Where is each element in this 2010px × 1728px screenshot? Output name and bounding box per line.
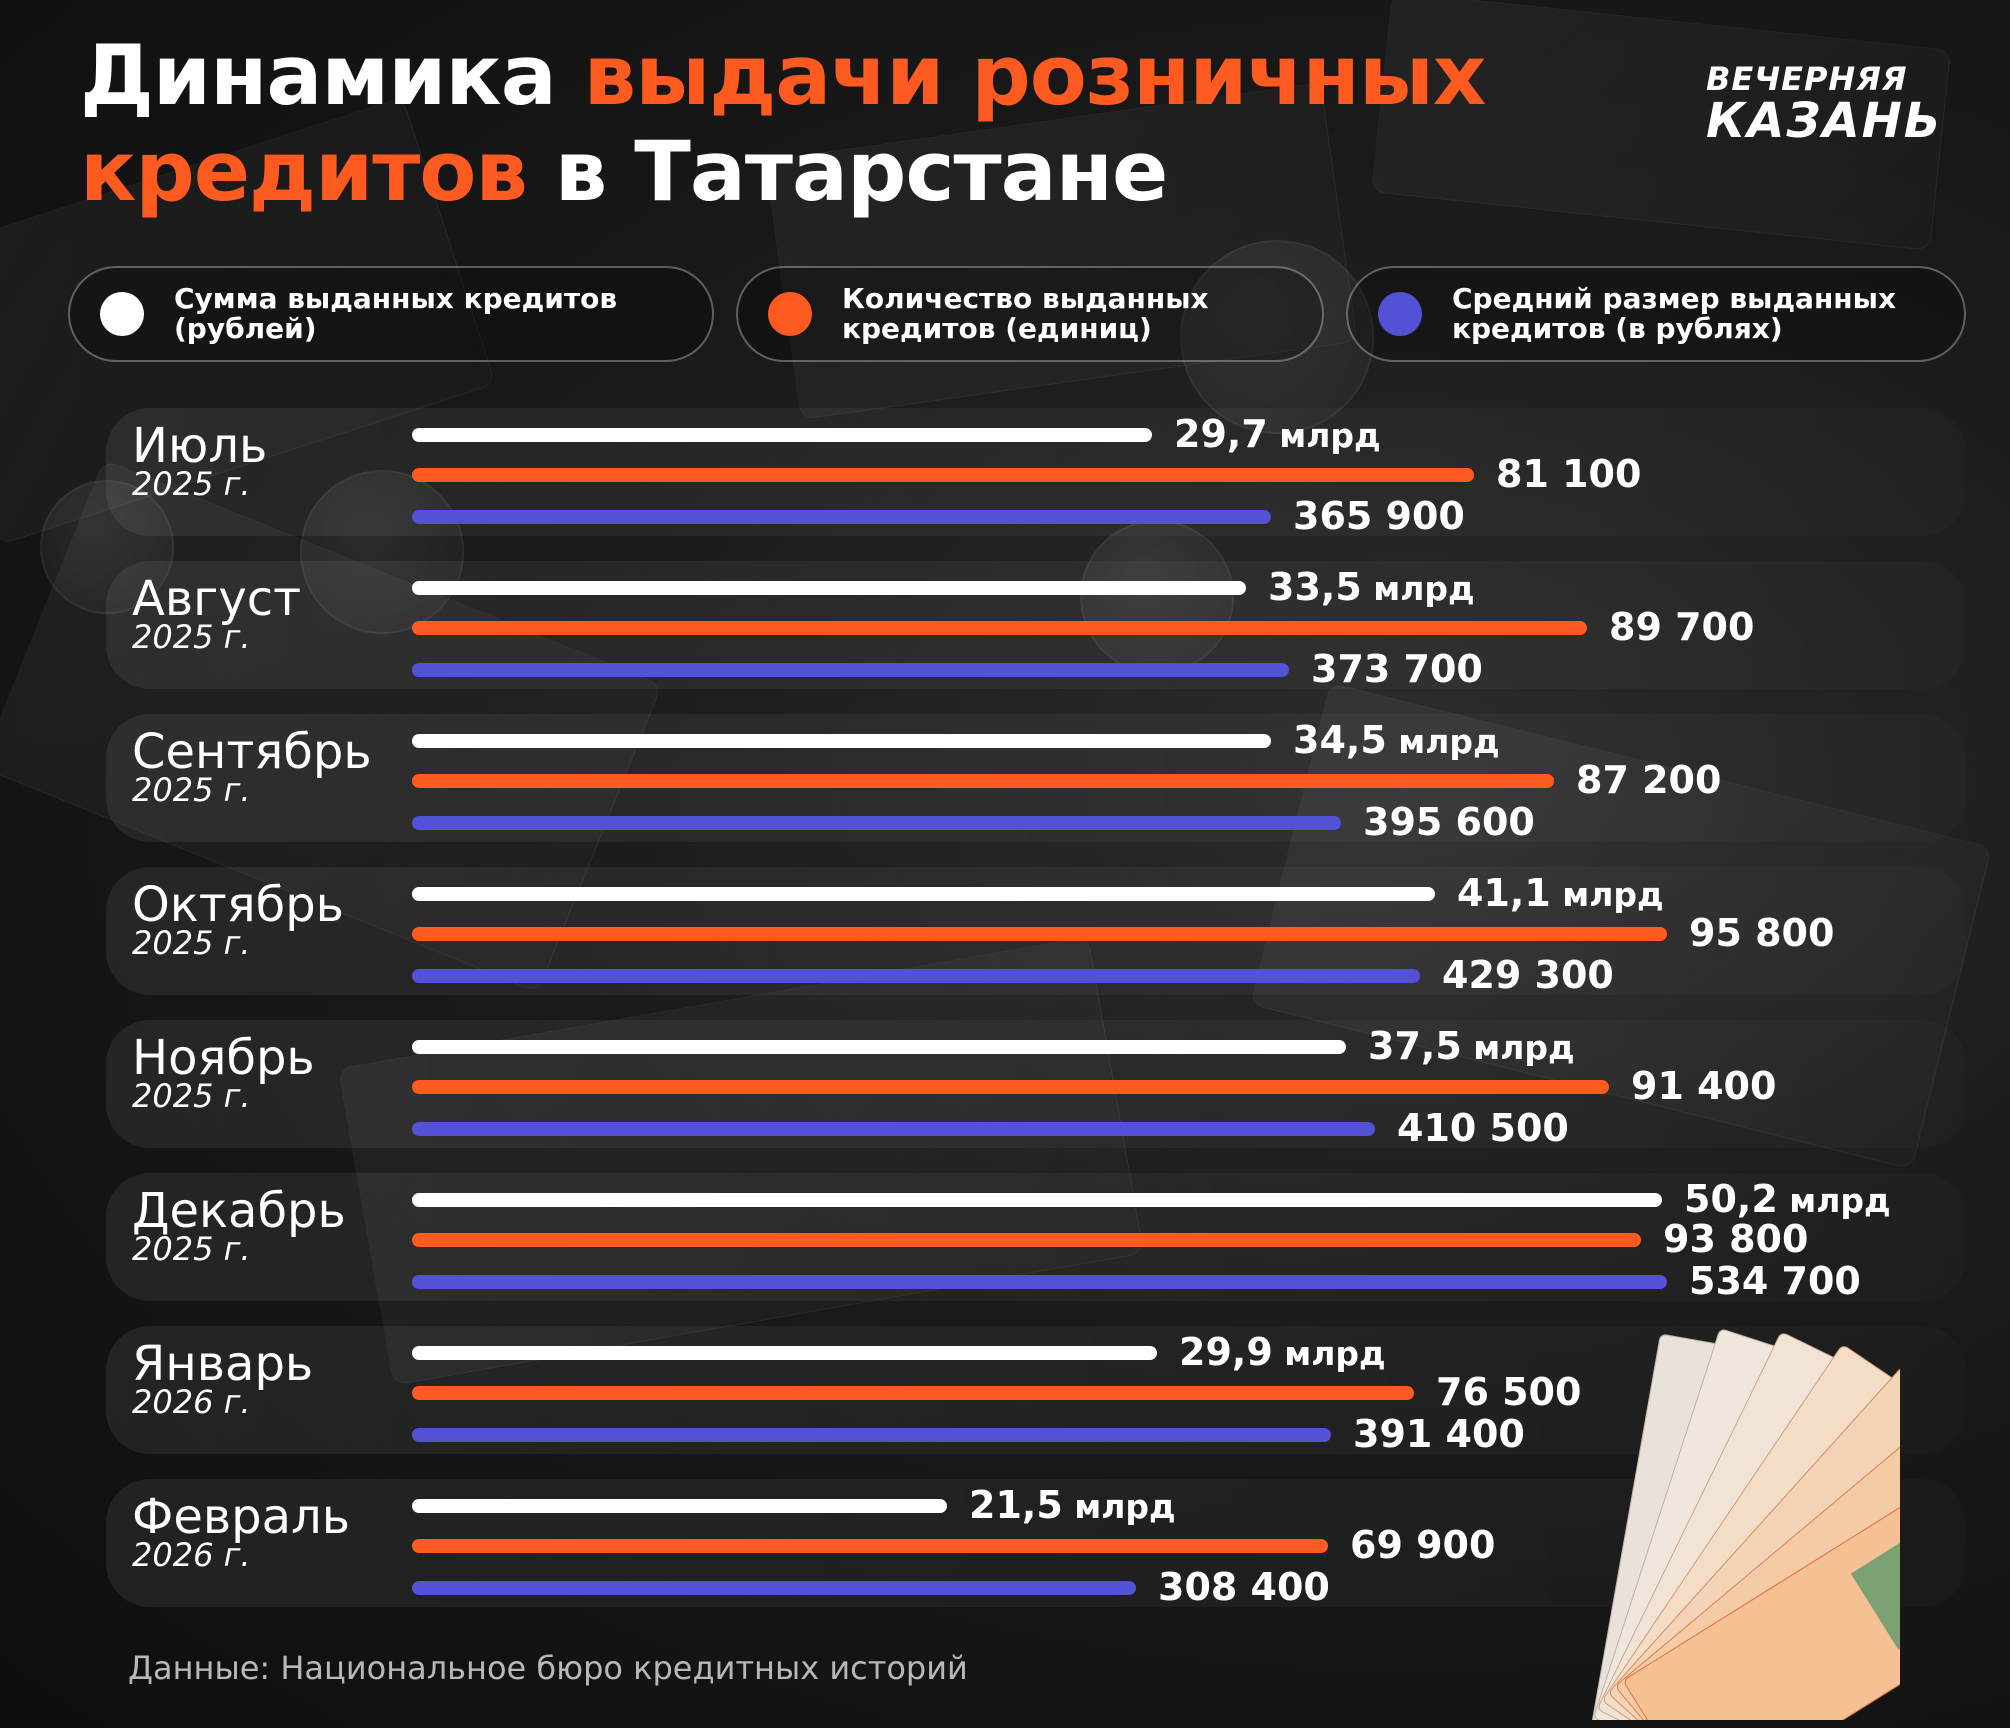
logo: ВЕЧЕРНЯЯ КАЗАНЬ (1706, 60, 1943, 149)
bar-sum (412, 428, 1152, 442)
banknotes-image (1591, 1329, 1900, 1720)
data-label-count: 93 800 (1663, 1217, 1809, 1261)
year-label: 2025 г. (132, 618, 251, 656)
bar-sum (412, 1499, 947, 1513)
bar-average (412, 663, 1289, 677)
year-label: 2025 г. (132, 771, 251, 809)
bar-average (412, 969, 1420, 983)
data-label-count: 95 800 (1689, 911, 1835, 955)
month-label: Июль (132, 418, 268, 474)
year-label: 2025 г. (132, 924, 251, 962)
data-label-average: 373 700 (1311, 647, 1483, 691)
page-title: Динамика выдачи розничных кредитов в Тат… (80, 27, 1487, 220)
month-label: Декабрь (132, 1183, 346, 1239)
legend-label-count: Количество выданных кредитов (единиц) (842, 282, 1209, 345)
data-label-average: 410 500 (1397, 1106, 1569, 1150)
year-label: 2025 г. (132, 465, 251, 503)
month-label: Ноябрь (132, 1030, 315, 1086)
title-part-2: выдачи розничных (583, 27, 1487, 124)
data-label-sum: 50,2 млрд (1684, 1177, 1891, 1221)
legend-dot-sum (100, 292, 144, 336)
bar-sum (412, 1040, 1346, 1054)
data-label-average: 308 400 (1158, 1565, 1330, 1609)
year-label: 2025 г. (132, 1230, 251, 1268)
bar-sum (412, 1346, 1157, 1360)
bar-count (412, 927, 1667, 941)
data-label-count: 87 200 (1576, 758, 1722, 802)
title-part-3: кредитов (80, 123, 528, 220)
title-part-1: Динамика (80, 27, 584, 124)
data-label-average: 429 300 (1442, 953, 1614, 997)
month-label: Февраль (132, 1489, 350, 1545)
bar-average (412, 510, 1271, 524)
data-label-sum: 34,5 млрд (1293, 718, 1500, 762)
legend-label-average: Средний размер выданных кредитов (в рубл… (1452, 282, 1897, 345)
data-label-sum: 29,9 млрд (1179, 1330, 1386, 1374)
data-label-count: 69 900 (1350, 1523, 1496, 1567)
bar-count (412, 1386, 1414, 1400)
data-label-sum: 29,7 млрд (1174, 412, 1381, 456)
year-label: 2026 г. (132, 1536, 251, 1574)
data-label-sum: 41,1 млрд (1457, 871, 1664, 915)
bar-average (412, 816, 1341, 830)
month-label: Август (132, 571, 302, 627)
bar-average (412, 1275, 1667, 1289)
bar-average (412, 1581, 1136, 1595)
legend-label-sum: Сумма выданных кредитов (рублей) (174, 282, 618, 345)
bar-sum (412, 734, 1271, 748)
logo-line-1: ВЕЧЕРНЯЯ (1706, 60, 1908, 98)
bar-sum (412, 887, 1435, 901)
data-label-sum: 33,5 млрд (1268, 565, 1475, 609)
bar-count (412, 1539, 1328, 1553)
month-label: Сентябрь (132, 724, 372, 780)
month-label: Январь (132, 1336, 314, 1392)
logo-line-2: КАЗАНЬ (1706, 93, 1943, 149)
legend-dot-count (768, 292, 812, 336)
year-label: 2026 г. (132, 1383, 251, 1421)
bar-average (412, 1122, 1375, 1136)
data-label-count: 89 700 (1609, 605, 1755, 649)
data-label-count: 76 500 (1436, 1370, 1582, 1414)
legend-item-count: Количество выданных кредитов (единиц) (736, 266, 1324, 362)
data-label-average: 395 600 (1363, 800, 1535, 844)
data-label-sum: 37,5 млрд (1368, 1024, 1575, 1068)
bar-count (412, 621, 1587, 635)
bar-count (412, 774, 1554, 788)
legend-item-average: Средний размер выданных кредитов (в рубл… (1346, 266, 1966, 362)
data-label-average: 534 700 (1689, 1259, 1861, 1303)
data-label-average: 365 900 (1293, 494, 1465, 538)
year-label: 2025 г. (132, 1077, 251, 1115)
bar-count (412, 1080, 1609, 1094)
legend-dot-average (1378, 292, 1422, 336)
bar-sum (412, 581, 1246, 595)
bar-average (412, 1428, 1331, 1442)
data-label-count: 91 400 (1631, 1064, 1777, 1108)
data-label-average: 391 400 (1353, 1412, 1525, 1456)
bar-count (412, 1233, 1641, 1247)
month-label: Октябрь (132, 877, 344, 933)
bar-sum (412, 1193, 1662, 1207)
title-part-4: в Татарстане (526, 123, 1169, 220)
legend-item-sum: Сумма выданных кредитов (рублей) (68, 266, 714, 362)
data-source: Данные: Национальное бюро кредитных исто… (128, 1649, 968, 1687)
bar-count (412, 468, 1474, 482)
data-label-count: 81 100 (1496, 452, 1642, 496)
data-label-sum: 21,5 млрд (969, 1483, 1176, 1527)
